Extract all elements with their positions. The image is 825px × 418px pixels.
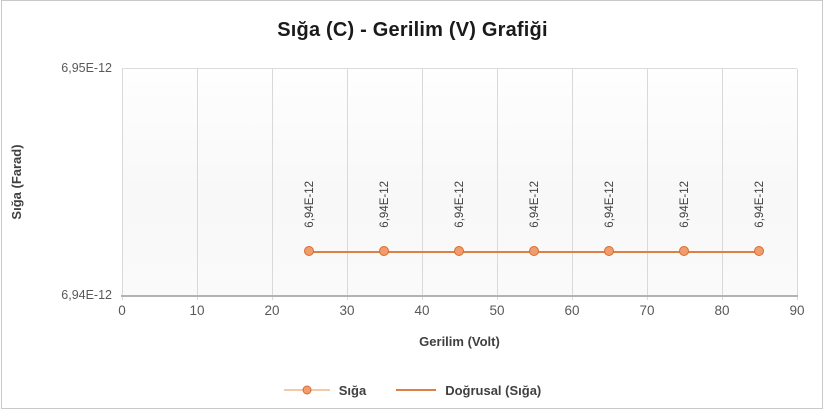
x-tick-label: 80 bbox=[714, 303, 730, 318]
x-tick-label: 0 bbox=[118, 303, 126, 318]
vertical-gridline bbox=[346, 69, 348, 300]
data-point-marker[interactable] bbox=[379, 246, 389, 257]
x-tick-label: 70 bbox=[639, 303, 655, 318]
data-label: 6,94E-12 bbox=[753, 180, 766, 228]
legend-symbol-line-marker bbox=[283, 384, 330, 396]
y-tick-label: 6,95E-12 bbox=[61, 61, 112, 75]
x-tick-label: 60 bbox=[564, 303, 580, 318]
x-tick-label: 40 bbox=[414, 303, 430, 318]
data-point-marker[interactable] bbox=[529, 246, 539, 257]
data-label: 6,94E-12 bbox=[528, 180, 541, 228]
plot-area[interactable] bbox=[121, 68, 798, 300]
x-axis-line bbox=[121, 295, 798, 297]
legend-symbol-line bbox=[396, 384, 437, 396]
x-tick-label: 50 bbox=[489, 303, 505, 318]
x-tick-label: 90 bbox=[789, 303, 805, 318]
vertical-gridline bbox=[796, 69, 798, 300]
chart-title: Sığa (C) - Gerilim (V) Grafiği bbox=[277, 19, 548, 41]
data-label: 6,94E-12 bbox=[678, 180, 691, 228]
legend: Sığa Doğrusal (Sığa) bbox=[0, 380, 825, 400]
vertical-gridline bbox=[196, 69, 198, 300]
x-tick-label: 30 bbox=[339, 303, 355, 318]
vertical-gridline bbox=[421, 69, 423, 300]
vertical-gridline bbox=[571, 69, 573, 300]
x-axis-title: Gerilim (Volt) bbox=[419, 334, 500, 349]
data-label: 6,94E-12 bbox=[303, 180, 316, 228]
x-tick-label: 10 bbox=[189, 303, 205, 318]
data-point-marker[interactable] bbox=[304, 246, 314, 257]
data-point-marker[interactable] bbox=[754, 246, 764, 257]
legend-item-dogrusal[interactable]: Doğrusal (Sığa) bbox=[396, 383, 541, 398]
data-point-marker[interactable] bbox=[604, 246, 614, 257]
legend-label: Doğrusal (Sığa) bbox=[445, 382, 542, 398]
data-point-marker[interactable] bbox=[454, 246, 464, 257]
data-label: 6,94E-12 bbox=[603, 180, 616, 228]
y-axis-title: Sığa (Farad) bbox=[9, 144, 24, 220]
vertical-gridline bbox=[121, 69, 123, 300]
legend-item-siga[interactable]: Sığa bbox=[283, 382, 367, 398]
vertical-gridline bbox=[646, 69, 648, 300]
circle-marker-icon bbox=[302, 385, 312, 395]
data-label: 6,94E-12 bbox=[378, 180, 391, 228]
data-point-marker[interactable] bbox=[679, 246, 689, 257]
vertical-gridline bbox=[496, 69, 498, 300]
x-tick-label: 20 bbox=[264, 303, 280, 318]
y-tick-label: 6,94E-12 bbox=[61, 288, 112, 302]
data-label: 6,94E-12 bbox=[453, 180, 466, 228]
vertical-gridline bbox=[271, 69, 273, 300]
legend-label: Sığa bbox=[338, 382, 367, 398]
vertical-gridline bbox=[721, 69, 723, 300]
